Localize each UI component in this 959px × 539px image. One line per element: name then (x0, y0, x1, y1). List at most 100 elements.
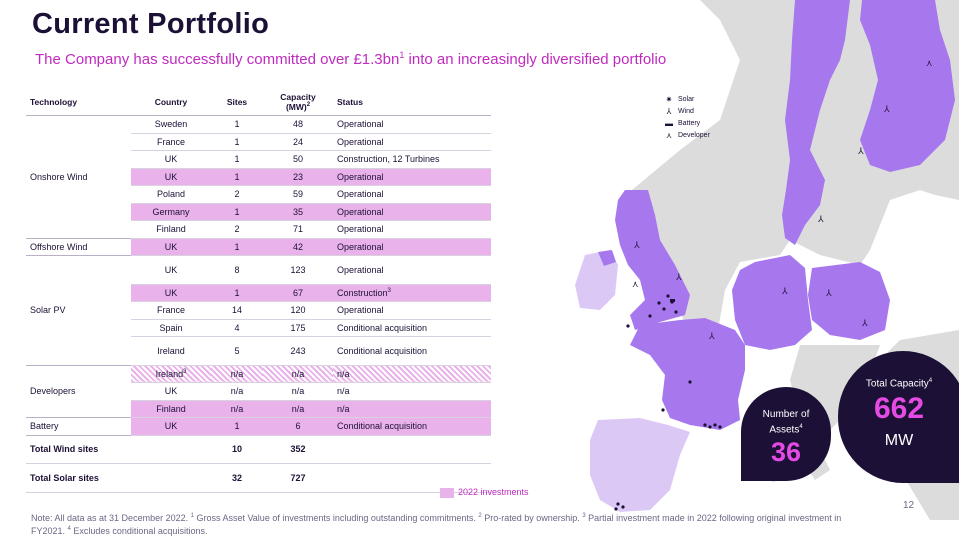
capacity-header-unit: (MW) (285, 101, 307, 112)
footnote-marker: 4 (67, 526, 71, 532)
category-onshore-wind: Onshore Wind (26, 115, 131, 239)
wind-icon: ⅄ (857, 147, 864, 157)
cell-country: Poland (131, 185, 211, 204)
cell-sites: 1 (211, 133, 263, 151)
footnote-text: Excludes conditional acquisitions. (70, 526, 208, 536)
footnote-text: Partial investment made in 2022 followin… (31, 513, 842, 536)
page-title: Current Portfolio (32, 8, 270, 40)
legend-swatch (440, 488, 454, 498)
wind-icon: ⅄ (861, 319, 868, 329)
solar-icon (674, 310, 678, 314)
cell-capacity: 24 (263, 133, 333, 151)
cell-sites: 8 (211, 255, 263, 285)
cell-status: n/a (333, 365, 491, 383)
footnote-marker: 1 (190, 513, 194, 519)
cell-capacity: 175 (263, 319, 333, 337)
cell-capacity: 35 (263, 203, 333, 221)
solar-icon (713, 423, 717, 427)
cell-capacity: 123 (263, 255, 333, 285)
cell-country: Germany (131, 203, 211, 221)
table-row-2022: Finland n/a n/a n/a (26, 400, 491, 418)
table-row-2022: UK 1 23 Operational (26, 168, 491, 186)
table-row: UK 1 50 Construction, 12 Turbines (26, 150, 491, 169)
solar-icon (616, 502, 620, 506)
legend-label: 2022 investments (458, 487, 529, 497)
wind-icon: ⅄ (633, 241, 640, 251)
table-row: France 1 24 Operational (26, 133, 491, 151)
cell-capacity: 6 (263, 417, 333, 436)
capacity-header-label: Capacity (280, 91, 316, 102)
category-developers: Developers (26, 365, 131, 418)
table-row: Finland 2 71 Operational (26, 220, 491, 239)
wind-icon: ⅄ (781, 287, 788, 297)
country-footnote-marker: 3 (183, 368, 187, 375)
capacity-footnote-marker: 2 (306, 101, 311, 108)
cell-country: UK (131, 417, 211, 436)
column-header-technology: Technology (26, 88, 131, 116)
assets-stat-bubble: Number of Assets4 36 (741, 387, 831, 481)
map-ireland (575, 250, 618, 310)
cell-country: UK (131, 150, 211, 169)
total-empty (333, 435, 491, 464)
cell-status: Construction3 (333, 284, 491, 302)
assets-label-line2: Assets (769, 424, 800, 436)
column-header-country: Country (131, 88, 211, 116)
total-label: Total Solar sites (26, 463, 131, 493)
footnote: Note: All data as at 31 December 2022. 1… (31, 511, 861, 537)
total-row: Total Wind sites 10 352 (26, 435, 491, 464)
total-sites: 32 (211, 463, 263, 493)
cell-sites: n/a (211, 382, 263, 401)
solar-icon: ✷ (665, 95, 673, 104)
subtitle-text-end: into an increasingly diversified portfol… (404, 51, 667, 68)
map-spain (590, 418, 690, 512)
table-row: Ireland 5 243 Conditional acquisition (26, 336, 491, 366)
wind-icon: ⅄ (817, 215, 824, 225)
map-poland (808, 262, 890, 340)
footnote-marker: 2 (478, 513, 482, 519)
map-legend-item: ▬ Battery (663, 118, 710, 130)
portfolio-table: Technology Country Sites Capacity (MW)2 S… (26, 88, 491, 493)
cell-status: n/a (333, 382, 491, 401)
map-markers: ⋏ ⅄ ⅄ ⅄ ⅄ ⅄ ⅄ ⅄ ⅄ ⅄ ⋏ (614, 59, 933, 511)
solar-icon (614, 507, 618, 511)
capacity-stat-unit: MW (884, 432, 914, 449)
solar-icon (688, 380, 692, 384)
cell-country: UK (131, 255, 211, 285)
cell-sites: 5 (211, 336, 263, 366)
battery-icon (670, 299, 675, 302)
column-header-capacity: Capacity (MW)2 (263, 88, 333, 116)
wind-icon: ⅄ (883, 105, 890, 115)
map-legend-label: Solar (678, 96, 695, 103)
developer-icon: ⋏ (666, 131, 672, 140)
total-capacity: 727 (263, 463, 333, 493)
cell-capacity: 71 (263, 220, 333, 239)
solar-icon (626, 324, 630, 328)
table-row-2022: UK 1 67 Construction3 (26, 284, 491, 302)
battery-icon: ▬ (665, 119, 673, 128)
cell-status: Conditional acquisition (333, 417, 491, 436)
total-empty (131, 463, 211, 493)
cell-country: UK (131, 238, 211, 256)
solar-icon (621, 505, 625, 509)
cell-status: Conditional acquisition (333, 336, 491, 366)
cell-sites: 1 (211, 168, 263, 186)
total-capacity: 352 (263, 435, 333, 464)
cell-country: Finland (131, 220, 211, 239)
map-northern-ireland (598, 250, 616, 266)
cell-status: Operational (333, 133, 491, 151)
cell-country: Sweden (131, 115, 211, 134)
solar-icon (662, 307, 666, 311)
cell-capacity: 59 (263, 185, 333, 204)
total-row: Total Solar sites 32 727 (26, 463, 491, 493)
wind-icon: ⅄ (675, 273, 682, 283)
footnote-text: Pro-rated by ownership. (481, 513, 583, 523)
map-uk (615, 190, 690, 330)
map-germany (732, 255, 812, 350)
total-label: Total Wind sites (26, 435, 131, 464)
cell-capacity: 243 (263, 336, 333, 366)
cell-capacity: n/a (263, 365, 333, 383)
cell-country: Spain (131, 319, 211, 337)
capacity-label-text: Total Capacity (865, 378, 929, 390)
cell-status: Operational (333, 203, 491, 221)
cell-capacity: n/a (263, 382, 333, 401)
